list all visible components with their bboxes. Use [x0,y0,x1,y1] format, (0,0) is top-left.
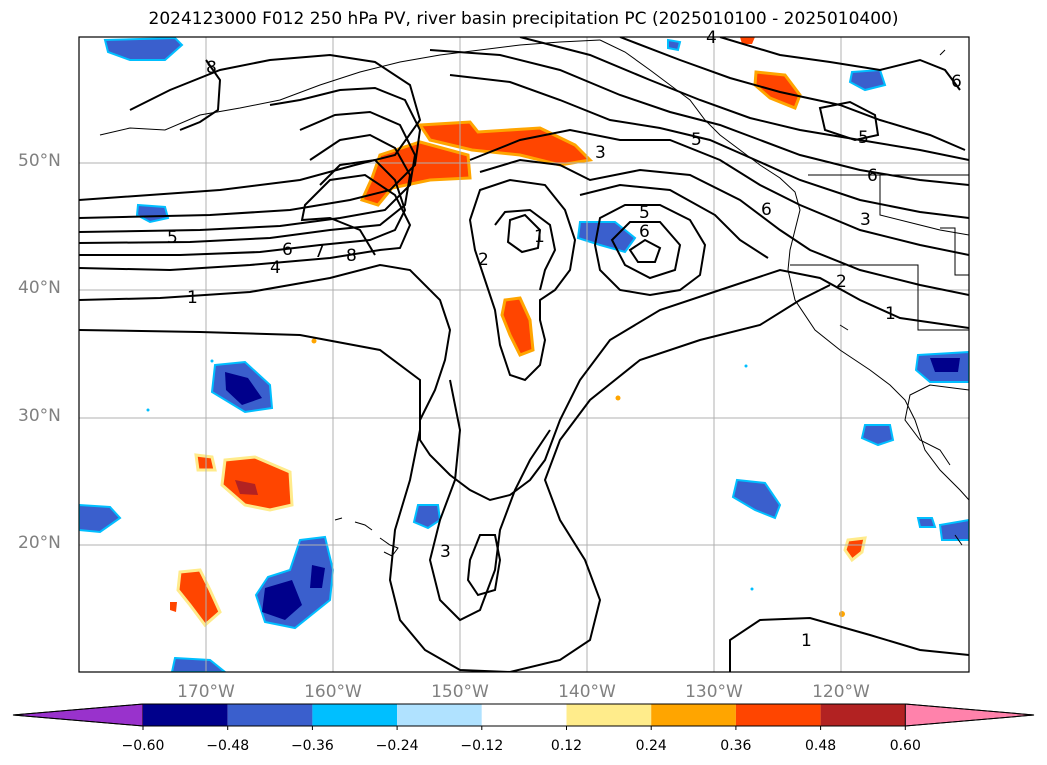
contour-label: 5 [858,128,869,148]
lon-label-140w: 140°W [558,682,616,702]
contour-label: 6 [282,240,293,260]
colorbar-tick-label: 0.24 [635,738,667,754]
lat-label-50n: 50°N [18,151,61,171]
contour-label: 5 [639,203,650,223]
contour-label: 4 [706,28,717,48]
lat-label-20n: 20°N [18,533,61,553]
contour-label: 3 [860,210,871,230]
lon-label-120w: 120°W [812,682,870,702]
contour-label: 2 [478,250,489,270]
contour-label: 1 [187,288,198,308]
contour-label: 1 [534,227,545,247]
contour-label: 4 [270,258,281,278]
pv-contours [79,37,969,672]
colorbar-tick-label: 0.48 [805,738,837,754]
colorbar-tick-label: 0.60 [889,738,921,754]
contour-label: 1 [885,304,896,324]
colorbar-segment [397,704,482,726]
lon-label-150w: 150°W [431,682,489,702]
lon-label-130w: 130°W [685,682,743,702]
lon-label-170w: 170°W [177,682,235,702]
colorbar-tick-label: −0.60 [121,738,165,754]
colorbar-tick-label: −0.12 [460,738,504,754]
colorbar-segment [312,704,398,726]
colorbar-segment [820,704,906,726]
contour-label: 6 [639,222,650,242]
colorbar-segment [481,704,567,726]
lat-label-40n: 40°N [18,278,61,298]
map-frame [78,36,970,673]
colorbar-tick-label: 0.36 [720,738,752,754]
colorbar-segment [651,704,736,726]
contour-label: 3 [440,542,451,562]
map-title: 2024123000 F012 250 hPa PV, river basin … [148,9,899,29]
contour-label: 8 [346,246,357,266]
contour-label: 7 [314,242,325,262]
colorbar-tick-label: −0.24 [375,738,419,754]
precip-anomaly-fill [79,37,969,672]
colorbar-tick-label: −0.36 [290,738,334,754]
contour-label: 6 [761,200,772,220]
coastline [99,39,969,557]
colorbar-tick-label: −0.48 [206,738,250,754]
colorbar [12,703,1035,730]
colorbar-tick-label: 0.12 [550,738,583,754]
colorbar-segment [227,704,313,726]
contour-label: 6 [951,72,962,92]
contour-label: 1 [801,631,812,651]
contour-label: 6 [867,166,878,186]
colorbar-extend-min [12,703,144,727]
contour-label: 3 [595,143,606,163]
colorbar-segment [566,704,652,726]
colorbar-extend-max [904,703,1035,727]
lon-label-160w: 160°W [304,682,362,702]
colorbar-segment [735,704,821,726]
contour-label: 5 [167,228,178,248]
lat-label-30n: 30°N [18,406,61,426]
contour-label: 5 [691,130,702,150]
colorbar-segment [143,704,228,726]
contour-label: 2 [836,272,847,292]
contour-label: 8 [206,58,217,78]
